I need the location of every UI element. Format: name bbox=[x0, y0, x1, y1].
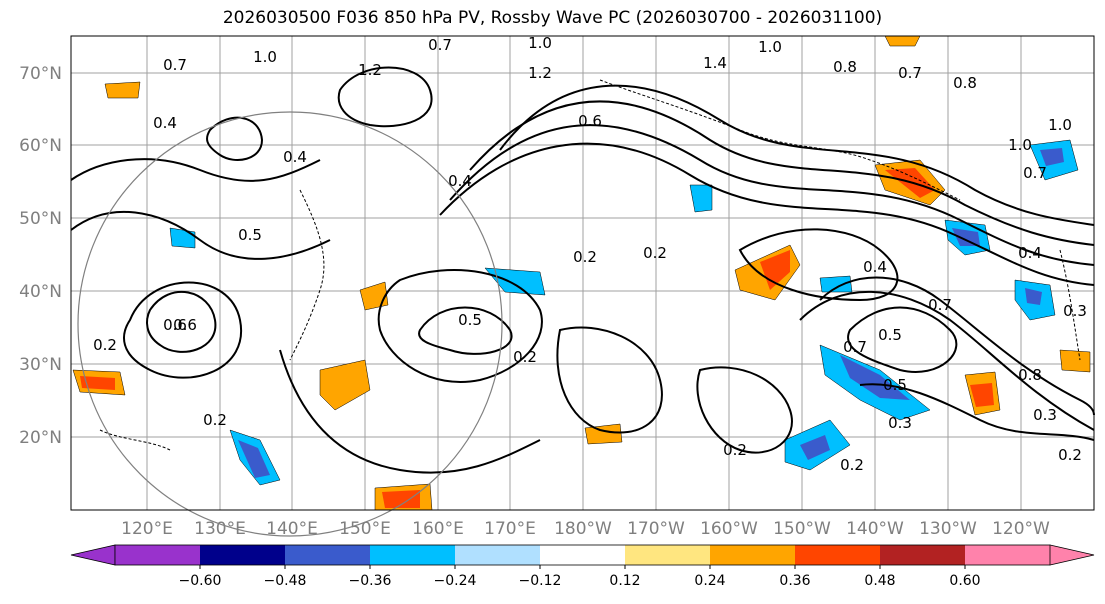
contour-label: 0.6 bbox=[578, 112, 602, 130]
contour-label: 0.4 bbox=[1018, 244, 1042, 262]
contour-label: 1.4 bbox=[703, 54, 727, 72]
contour-label: 1.0 bbox=[758, 38, 782, 56]
contour-label: 0.2 bbox=[203, 411, 227, 429]
colorbar-tick-label: −0.24 bbox=[434, 573, 477, 589]
reference-circle bbox=[77, 111, 503, 537]
lon-label: 120°W bbox=[992, 519, 1050, 539]
lat-label: 70°N bbox=[19, 64, 62, 84]
contour-label: 0.5 bbox=[883, 376, 907, 394]
colorbar-extend-low bbox=[70, 544, 116, 566]
lon-label: 120°E bbox=[121, 519, 173, 539]
contour-label: 0.5 bbox=[458, 311, 482, 329]
contour-label: 0.4 bbox=[153, 114, 177, 132]
lat-label: 50°N bbox=[19, 209, 62, 229]
longitude-axis: 120°E 130°E 140°E 150°E 160°E 170°E 180°W 170°W… bbox=[121, 519, 1050, 539]
colorbar-swatch bbox=[540, 545, 626, 565]
colorbar-swatch bbox=[880, 545, 966, 565]
contour-label: 0.2 bbox=[723, 441, 747, 459]
colorbar: −0.60 −0.48 −0.36 −0.24 −0.12 0.12 0.24 0.36 0.4… bbox=[70, 544, 1095, 589]
contour-label: 0.7 bbox=[928, 296, 952, 314]
colorbar-swatch bbox=[625, 545, 711, 565]
contour-label: 1.0 bbox=[1008, 136, 1032, 154]
lat-label: 40°N bbox=[19, 282, 62, 302]
graticule bbox=[71, 36, 1094, 510]
colorbar-tick-label: −0.48 bbox=[264, 573, 307, 589]
colorbar-swatch bbox=[795, 545, 881, 565]
contour-label: 0.2 bbox=[643, 244, 667, 262]
contour-label: 0.6 bbox=[163, 316, 187, 334]
colorbar-extend-high bbox=[1049, 544, 1095, 566]
colorbar-swatch bbox=[965, 545, 1051, 565]
contour-label: 0.5 bbox=[238, 226, 262, 244]
lat-label: 20°N bbox=[19, 428, 62, 448]
colorbar-tick-label: 0.12 bbox=[609, 573, 640, 589]
contour-labels: 1.0 0.7 1.0 1.2 1.0 1.2 1.0 0.8 1.4 0.7 0.8 0.4 0.4 0… bbox=[93, 34, 1087, 474]
contour-label: 0.5 bbox=[878, 326, 902, 344]
colorbar-tick-label: 0.24 bbox=[694, 573, 725, 589]
contour-label: 0.2 bbox=[573, 248, 597, 266]
contour-label: 0.7 bbox=[843, 338, 867, 356]
contour-label: 0.4 bbox=[863, 258, 887, 276]
contour-label: 0.7 bbox=[428, 36, 452, 54]
pv-contours bbox=[70, 66, 1095, 474]
colorbar-tick-label: −0.60 bbox=[179, 573, 222, 589]
contour-label: 0.8 bbox=[833, 58, 857, 76]
contour-label: 1.0 bbox=[253, 48, 277, 66]
colorbar-swatch bbox=[710, 545, 796, 565]
colorbar-tick-label: −0.12 bbox=[519, 573, 562, 589]
lon-label: 170°W bbox=[627, 519, 685, 539]
map-title: 2026030500 F036 850 hPa PV, Rossby Wave … bbox=[222, 8, 883, 28]
lon-label: 130°W bbox=[919, 519, 977, 539]
colorbar-swatch bbox=[115, 545, 201, 565]
contour-label: 0.4 bbox=[283, 148, 307, 166]
colorbar-swatch bbox=[285, 545, 371, 565]
lat-label: 60°N bbox=[19, 136, 62, 156]
colorbar-swatch bbox=[200, 545, 286, 565]
contour-label: 0.4 bbox=[448, 172, 472, 190]
map-area: 1.0 0.7 1.0 1.2 1.0 1.2 1.0 0.8 1.4 0.7 0.8 0.4 0.4 0… bbox=[70, 34, 1095, 537]
contour-label: 0.2 bbox=[513, 348, 537, 366]
lon-label: 150°E bbox=[339, 519, 391, 539]
latitude-axis: 70°N 60°N 50°N 40°N 30°N 20°N bbox=[19, 64, 62, 448]
contour-label: 0.7 bbox=[1023, 164, 1047, 182]
coastlines bbox=[99, 79, 1081, 451]
contour-label: 0.8 bbox=[953, 74, 977, 92]
contour-label: 0.2 bbox=[1058, 446, 1082, 464]
contour-label: 0.6 bbox=[173, 316, 197, 334]
contour-label: 0.7 bbox=[898, 64, 922, 82]
lon-label: 130°E bbox=[194, 519, 246, 539]
contour-label: 0.3 bbox=[1033, 406, 1057, 424]
colorbar-swatch bbox=[455, 545, 541, 565]
lon-label: 160°W bbox=[700, 519, 758, 539]
contour-label: 0.3 bbox=[888, 414, 912, 432]
lon-label: 150°W bbox=[773, 519, 831, 539]
colorbar-tick-label: 0.60 bbox=[949, 573, 980, 589]
lon-label: 170°E bbox=[484, 519, 536, 539]
colorbar-tick-label: 0.48 bbox=[864, 573, 895, 589]
lon-label: 180°W bbox=[554, 519, 612, 539]
contour-label: 1.0 bbox=[1048, 116, 1072, 134]
colorbar-tick-label: −0.36 bbox=[349, 573, 392, 589]
colorbar-frame bbox=[114, 544, 1051, 566]
contour-label: 0.2 bbox=[840, 456, 864, 474]
lon-label: 140°E bbox=[266, 519, 318, 539]
contour-label: 0.3 bbox=[1063, 302, 1087, 320]
colorbar-tick-label: 0.36 bbox=[779, 573, 810, 589]
map-frame bbox=[70, 35, 1095, 511]
lon-label: 160°E bbox=[412, 519, 464, 539]
contour-label: 1.0 bbox=[528, 34, 552, 52]
lat-label: 30°N bbox=[19, 355, 62, 375]
contour-label: 0.7 bbox=[163, 56, 187, 74]
contour-label: 1.2 bbox=[528, 64, 552, 82]
contour-label: 0.2 bbox=[93, 336, 117, 354]
lon-label: 140°W bbox=[846, 519, 904, 539]
contour-label: 1.2 bbox=[358, 61, 382, 79]
colorbar-swatch bbox=[370, 545, 456, 565]
contour-label: 0.8 bbox=[1018, 366, 1042, 384]
